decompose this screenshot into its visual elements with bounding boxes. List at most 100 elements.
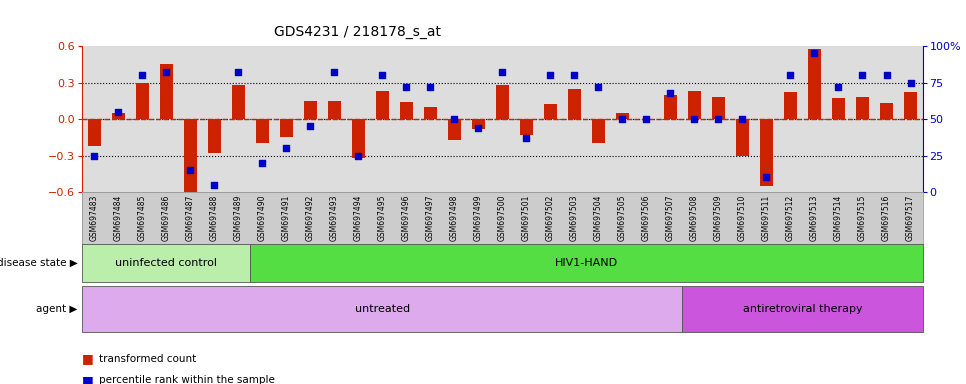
Text: GSM697511: GSM697511 (762, 195, 771, 241)
Point (807, 50, 822, 56)
Bar (856, 97, 869, 119)
Bar (303, 101, 317, 119)
Bar (376, 91, 389, 119)
Text: GSM697498: GSM697498 (450, 195, 459, 241)
Bar (400, 102, 412, 119)
Bar (592, 119, 605, 143)
Point (495, 69, 510, 75)
Text: GSM697494: GSM697494 (354, 195, 363, 241)
Text: GSM697490: GSM697490 (258, 195, 267, 241)
Point (207, 182, 222, 188)
Bar (808, 48, 821, 119)
Point (903, 79, 919, 86)
Text: GSM697510: GSM697510 (738, 195, 747, 241)
Point (663, 90, 678, 96)
Bar (880, 103, 894, 119)
Point (86, 152, 101, 159)
Text: GSM697492: GSM697492 (305, 195, 315, 241)
Point (639, 116, 654, 122)
Text: ■: ■ (82, 374, 94, 384)
Bar (82, 244, 250, 282)
Text: untreated: untreated (355, 304, 410, 314)
Text: transformed count: transformed count (99, 354, 197, 364)
Bar (256, 119, 269, 143)
Text: GSM697513: GSM697513 (810, 195, 819, 241)
Text: GSM697517: GSM697517 (906, 195, 915, 241)
Point (158, 69, 174, 75)
Bar (327, 101, 341, 119)
Point (446, 116, 462, 122)
Bar (544, 104, 557, 119)
Point (614, 116, 630, 122)
Text: GSM697483: GSM697483 (90, 195, 99, 241)
Text: disease state ▶: disease state ▶ (0, 258, 77, 268)
Text: GSM697491: GSM697491 (282, 195, 291, 241)
Point (399, 84, 414, 90)
Point (519, 135, 534, 141)
Bar (682, 286, 923, 332)
Bar (664, 95, 677, 119)
Point (110, 109, 126, 115)
Text: GDS4231 / 218178_s_at: GDS4231 / 218178_s_at (274, 25, 440, 39)
Bar (82, 286, 682, 332)
Point (590, 84, 606, 90)
Text: GSM697514: GSM697514 (834, 195, 843, 241)
Point (855, 72, 870, 78)
Text: GSM697484: GSM697484 (114, 195, 123, 241)
Bar (615, 113, 629, 119)
Bar (250, 244, 923, 282)
Text: agent ▶: agent ▶ (36, 304, 77, 314)
Text: GSM697485: GSM697485 (137, 195, 147, 241)
Point (422, 84, 438, 90)
Bar (904, 92, 917, 119)
Bar (232, 85, 244, 119)
Bar (424, 107, 437, 119)
Point (543, 72, 558, 78)
Text: GSM697504: GSM697504 (594, 195, 603, 241)
Text: GSM697496: GSM697496 (402, 195, 411, 241)
Bar (184, 119, 197, 192)
Text: GSM697488: GSM697488 (210, 195, 218, 241)
Text: GSM697487: GSM697487 (185, 195, 195, 241)
Point (470, 125, 486, 131)
Point (375, 72, 390, 78)
Text: GSM697515: GSM697515 (858, 195, 867, 241)
Point (302, 123, 318, 129)
Text: antiretroviral therapy: antiretroviral therapy (743, 304, 863, 314)
Bar (760, 119, 773, 186)
Text: GSM697499: GSM697499 (473, 195, 483, 241)
Bar (88, 119, 100, 146)
Bar (111, 113, 125, 119)
Point (254, 160, 270, 166)
Point (327, 69, 342, 75)
Point (879, 72, 895, 78)
Point (687, 116, 702, 122)
Bar (688, 91, 701, 119)
Text: ■: ■ (82, 353, 94, 366)
Text: GSM697509: GSM697509 (714, 195, 723, 241)
Point (278, 145, 294, 151)
Text: GSM697503: GSM697503 (570, 195, 579, 241)
Point (831, 84, 846, 90)
Point (711, 116, 726, 122)
Bar (159, 64, 173, 119)
Bar (520, 119, 533, 135)
Bar (568, 89, 581, 119)
Point (183, 167, 198, 173)
Text: HIV1-HAND: HIV1-HAND (554, 258, 618, 268)
Text: GSM697506: GSM697506 (641, 195, 651, 241)
Bar (279, 119, 293, 137)
Text: GSM697502: GSM697502 (546, 195, 554, 241)
Bar (496, 85, 509, 119)
Text: GSM697508: GSM697508 (690, 195, 699, 241)
Bar (447, 119, 461, 140)
Text: GSM697495: GSM697495 (378, 195, 386, 241)
Bar (832, 98, 845, 119)
Text: percentile rank within the sample: percentile rank within the sample (99, 375, 275, 384)
Text: uninfected control: uninfected control (115, 258, 217, 268)
Point (782, 72, 798, 78)
Text: GSM697489: GSM697489 (234, 195, 242, 241)
Bar (471, 119, 485, 129)
Text: GSM697512: GSM697512 (786, 195, 795, 241)
Text: GSM697505: GSM697505 (618, 195, 627, 241)
